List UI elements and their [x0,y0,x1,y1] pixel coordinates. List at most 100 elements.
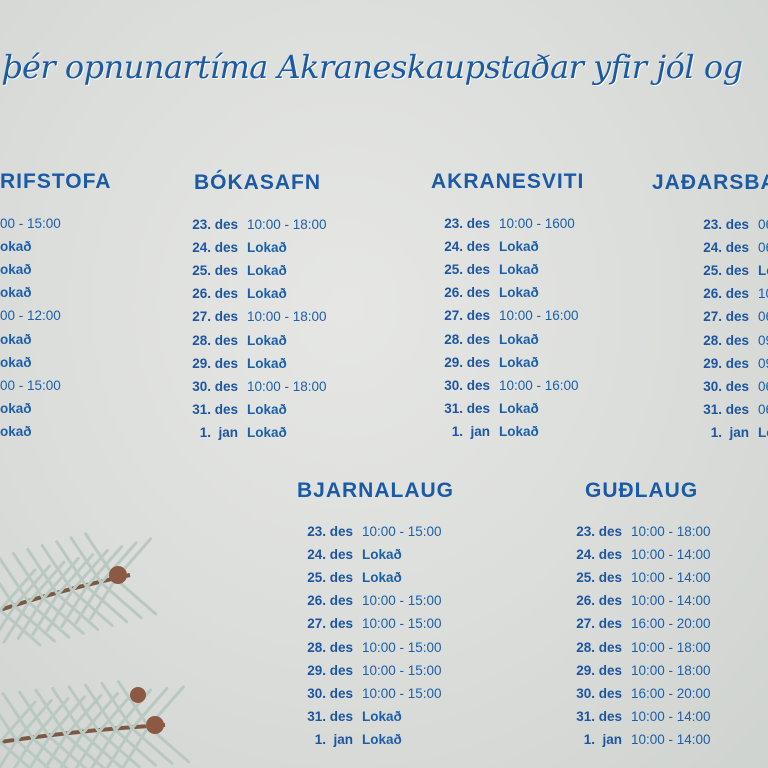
row-hours: okað [0,262,32,278]
row-date: 24. des [703,240,749,256]
row-hours: 10:00 - 15:00 [362,662,442,678]
row-hours: 10:00 - 14:00 [631,731,711,747]
row-date: 28. des [576,639,622,655]
row-hours: 10:00 - 18:00 [631,662,711,678]
row-date: 1. jan [199,424,238,440]
row-hours: 09 [758,355,768,371]
row-date: 31. des [444,400,490,416]
row-hours: 10:00 - 18:00 [247,217,327,232]
row-date: 24. des [307,547,353,563]
row-hours: 06 [758,378,768,394]
row-hours: okað [0,331,32,347]
row-hours: 10:00 - 18:00 [247,309,327,325]
row-hours: Lokað [499,400,539,416]
row-hours: okað [0,423,32,439]
row-date: 1. jan [583,731,622,747]
row-hours: Lokað [247,424,287,440]
row-hours: 10:00 - 15:00 [362,616,442,632]
row-hours: 10:00 - 14:00 [631,570,711,586]
row-hours: Lokað [247,355,287,371]
row-hours: 10:00 - 15:00 [362,685,442,701]
row-date: 23. des [703,217,749,232]
row-hours: 10:00 - 18:00 [631,639,711,655]
row-date: 29. des [307,662,353,678]
row-hours: 00 - 15:00 [0,216,61,231]
row-date: 23. des [307,524,353,539]
page-title: þér opnunartíma Akraneskaupstaðar yfir j… [2,48,743,86]
row-date: 31. des [703,401,749,417]
row-date: 1. jan [314,731,353,747]
row-hours: Lokað [247,332,287,348]
row-hours: Lokað [247,401,287,417]
row-hours: Lokað [499,354,539,370]
row-hours: Lokað [362,547,402,563]
row-date: 23. des [444,216,490,231]
row-date: 31. des [576,708,622,724]
row-date: 23. des [192,217,238,232]
section-heading-akranesviti: AKRANESVITI [431,170,585,193]
row-date: 27. des [307,616,353,632]
row-hours: 06 [758,240,768,256]
section-heading-skrifstofa: RIFSTOFA [0,170,112,193]
row-hours: Lokað [499,262,539,278]
row-date: 27. des [444,308,490,324]
row-hours: 10:00 - 14:00 [631,593,711,609]
row-hours: okað [0,285,32,301]
row-date: 23. des [576,524,622,539]
row-hours: 00 - 15:00 [0,377,61,393]
row-hours: 09 [758,332,768,348]
row-date: 28. des [307,639,353,655]
row-hours: Lokað [499,331,539,347]
row-hours: 10:00 - 16:00 [499,308,579,324]
row-date: 25. des [703,263,749,279]
row-date: 28. des [703,332,749,348]
row-date: 25. des [307,570,353,586]
row-date: 30. des [703,378,749,394]
section-heading-bjarnalaug: BJARNALAUG [297,479,454,502]
row-date: 31. des [307,708,353,724]
row-hours: Lokað [499,423,539,439]
row-date: 25. des [192,263,238,279]
row-hours: 10:00 - 16:00 [499,377,579,393]
row-hours: Lo [758,263,768,279]
row-hours: 10:00 - 15:00 [362,639,442,655]
row-hours: 06 [758,309,768,325]
row-hours: Lokað [362,570,402,586]
row-hours: Lokað [247,240,287,256]
row-date: 26. des [307,593,353,609]
row-hours: Lokað [499,285,539,301]
row-date: 25. des [444,262,490,278]
row-hours: Lokað [247,286,287,302]
row-date: 29. des [444,354,490,370]
row-date: 26. des [192,286,238,302]
row-hours: Lokað [362,708,402,724]
row-date: 29. des [703,355,749,371]
row-date: 30. des [444,377,490,393]
row-date: 1. jan [710,424,749,440]
row-date: 30. des [307,685,353,701]
row-date: 1. jan [451,423,490,439]
row-date: 31. des [192,401,238,417]
row-hours: 06 [758,217,768,232]
row-date: 24. des [576,547,622,563]
row-hours: Lokað [247,263,287,279]
row-date: 30. des [192,378,238,394]
row-date: 24. des [444,239,490,255]
row-hours: 10:00 - 14:00 [631,547,711,563]
row-hours: 00 - 12:00 [0,308,61,324]
section-heading-bokasafn: BÓKASAFN [194,171,321,194]
row-hours: Lo [758,424,768,440]
row-hours: okað [0,400,32,416]
section-heading-gudlaug: GUÐLAUG [585,479,699,502]
row-hours: 16:00 - 20:00 [631,685,711,701]
row-date: 27. des [576,616,622,632]
row-date: 26. des [703,286,749,302]
row-hours: Lokað [362,731,402,747]
row-hours: 16:00 - 20:00 [631,616,711,632]
row-hours: 10:00 - 1600 [499,216,575,231]
row-hours: 10:00 - 15:00 [362,593,442,609]
row-date: 30. des [576,685,622,701]
section-heading-jadarsbakkar: JAÐARSBA [652,171,768,194]
row-hours: 10:00 - 18:00 [631,524,711,539]
row-date: 25. des [576,570,622,586]
